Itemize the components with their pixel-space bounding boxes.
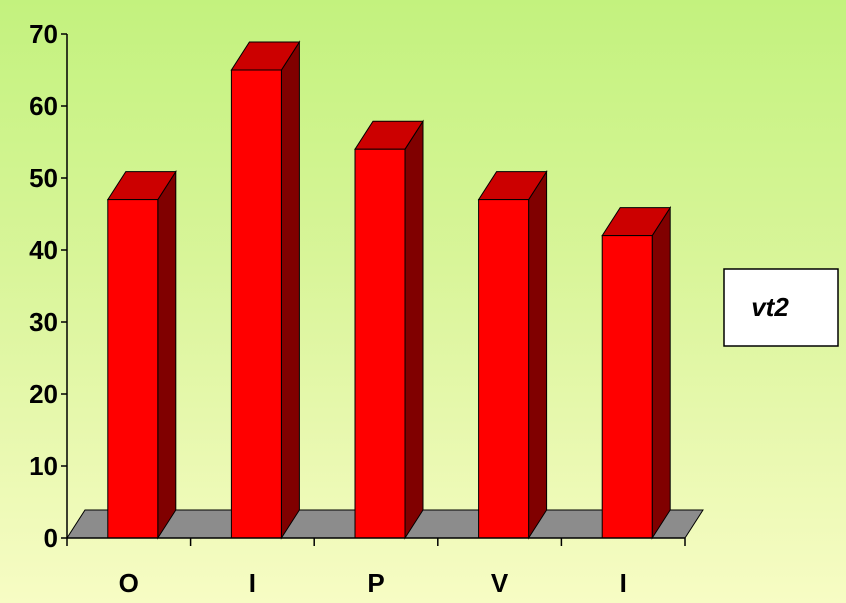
bar: [230, 40, 301, 540]
legend-box: [723, 268, 839, 347]
y-tick-label: 70: [29, 19, 58, 49]
x-tick-label: V: [491, 568, 509, 598]
bar-front: [354, 148, 406, 539]
bar: [354, 119, 424, 540]
bar-front: [601, 235, 653, 539]
legend-label: vt2: [751, 292, 789, 322]
x-tick-label: P: [367, 568, 384, 598]
bar: [106, 169, 177, 540]
bar-side: [528, 169, 548, 540]
legend: vt2: [723, 268, 839, 347]
y-tick-label: 30: [29, 307, 58, 337]
bar: [601, 205, 672, 540]
bar-side: [280, 40, 300, 540]
bar-side: [157, 169, 177, 540]
x-tick-label: I: [249, 568, 256, 598]
bar-side: [651, 205, 671, 540]
x-tick-label: O: [119, 568, 139, 598]
y-tick-label: 0: [44, 523, 58, 553]
y-tick-label: 60: [29, 91, 58, 121]
bar-front: [230, 69, 282, 539]
x-tick-label: I: [620, 568, 627, 598]
y-tick-label: 20: [29, 379, 58, 409]
y-tick-label: 40: [29, 235, 58, 265]
bar-front: [107, 199, 159, 539]
y-tick-label: 10: [29, 451, 58, 481]
y-tick-label: 50: [29, 163, 58, 193]
bar-front: [478, 199, 530, 539]
bar: [477, 169, 548, 540]
bar-side: [404, 119, 424, 540]
